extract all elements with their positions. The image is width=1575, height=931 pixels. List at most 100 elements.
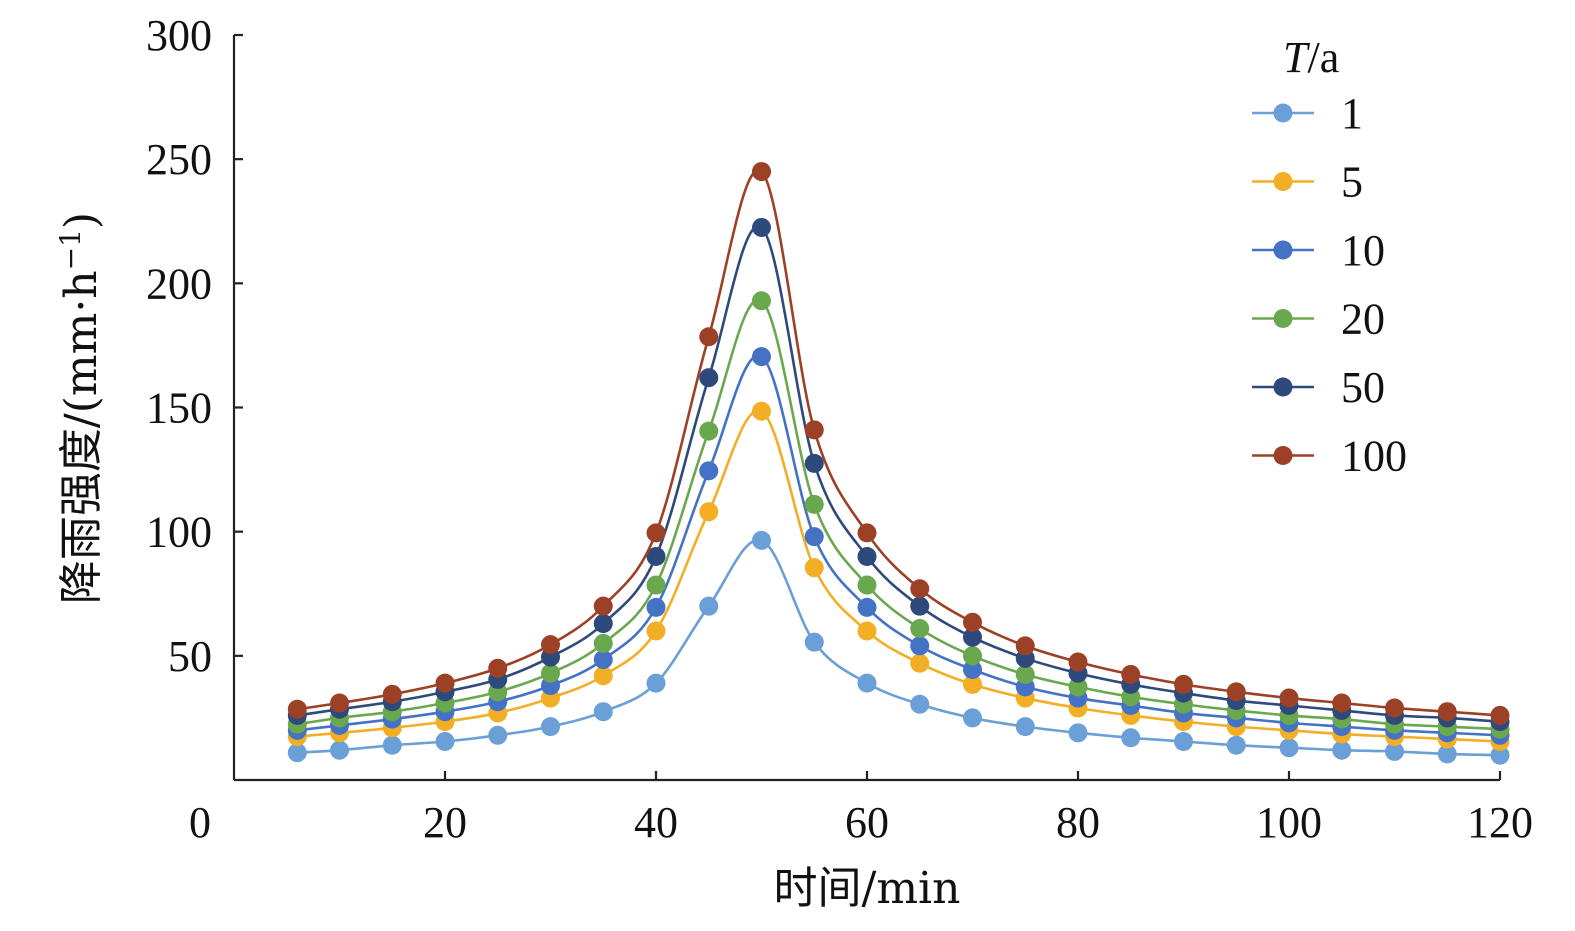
data-point (804, 632, 824, 652)
data-point (593, 614, 613, 634)
data-point (593, 650, 613, 670)
data-point (963, 646, 982, 666)
data-point (910, 636, 930, 656)
data-point (646, 523, 666, 543)
legend-item-1: 1 (1252, 89, 1363, 138)
data-point (1068, 723, 1088, 743)
series-layer (287, 162, 1510, 765)
data-point (382, 735, 402, 755)
series-1 (287, 530, 1510, 765)
series-50 (287, 217, 1510, 732)
data-point (1437, 744, 1457, 764)
x-tick-label: 80 (1056, 798, 1100, 847)
data-point (593, 596, 613, 616)
data-point (646, 575, 666, 595)
data-point (857, 597, 877, 617)
data-point (752, 530, 771, 550)
data-point (804, 558, 824, 578)
series-line (297, 168, 1501, 717)
y-axis-title-main: 降雨强度/(mm·h (56, 270, 107, 604)
data-point (1490, 745, 1510, 765)
data-point (1279, 738, 1299, 758)
y-tick-label: 50 (168, 632, 212, 681)
series-line (297, 224, 1501, 723)
data-point (857, 673, 877, 693)
data-point (541, 663, 560, 683)
data-point (963, 659, 982, 679)
data-point (1279, 688, 1299, 708)
data-point (963, 708, 982, 728)
data-point (330, 693, 349, 713)
data-point (963, 627, 982, 647)
legend-item-50: 50 (1252, 363, 1385, 412)
legend-item-20: 20 (1252, 295, 1385, 344)
data-point (541, 717, 560, 737)
series-100 (287, 162, 1510, 725)
data-point (752, 217, 771, 237)
series-line (297, 538, 1501, 757)
x-tick-label: 60 (845, 798, 889, 847)
legend-label: 5 (1341, 158, 1363, 207)
data-point (1490, 705, 1510, 725)
data-point (646, 621, 666, 641)
y-axis-title: 降雨强度/(mm·h−1) (54, 212, 108, 604)
x-tick-label: 100 (1256, 798, 1322, 847)
data-point (752, 401, 771, 421)
data-point (910, 619, 930, 639)
data-point (541, 635, 560, 655)
axis-titles: 时间/min 降雨强度/(mm·h−1) (54, 212, 961, 914)
data-point (1015, 717, 1035, 737)
legend-label: 20 (1341, 295, 1385, 344)
data-point (963, 674, 982, 694)
data-point (804, 494, 824, 514)
x-tick-label: 20 (423, 798, 467, 847)
legend-label: 10 (1341, 226, 1385, 275)
y-tick-label: 250 (146, 135, 212, 184)
data-point (910, 694, 930, 714)
data-point (699, 368, 719, 388)
data-point (1015, 636, 1035, 656)
data-point (593, 666, 613, 686)
data-point (1226, 682, 1246, 702)
legend-title: T/a (1283, 33, 1339, 82)
data-point (488, 658, 508, 678)
data-point (1174, 674, 1193, 694)
series-20 (287, 291, 1510, 739)
data-point (382, 684, 402, 704)
data-point (593, 633, 613, 653)
x-tick-label: 0 (189, 798, 211, 847)
data-point (1068, 652, 1088, 672)
data-point (1121, 664, 1141, 684)
y-tick-label: 300 (146, 11, 212, 60)
legend-title-variable: T (1283, 33, 1311, 82)
legend-swatch-marker (1273, 240, 1293, 260)
data-point (857, 523, 877, 543)
data-point (435, 732, 455, 752)
legend-label: 1 (1341, 89, 1363, 138)
x-axis-title: 时间/min (774, 863, 961, 914)
legend-label: 50 (1341, 363, 1385, 412)
data-point (804, 420, 824, 440)
legend-item-10: 10 (1252, 226, 1385, 275)
data-point (857, 575, 877, 595)
data-point (646, 597, 666, 617)
data-point (1226, 735, 1246, 755)
data-point (646, 673, 666, 693)
data-point (593, 702, 613, 722)
y-tick-label: 100 (146, 508, 212, 557)
data-point (1174, 732, 1193, 752)
legend-swatch-marker (1273, 377, 1293, 397)
y-tick-label: 150 (146, 384, 212, 433)
series-line (297, 409, 1501, 743)
data-point (287, 699, 307, 719)
y-axis-title-close: ) (56, 212, 107, 229)
data-point (699, 421, 719, 441)
data-point (1068, 677, 1088, 697)
data-point (1121, 728, 1141, 748)
x-tick-label: 40 (634, 798, 678, 847)
data-point (287, 743, 307, 763)
legend-item-5: 5 (1252, 158, 1363, 207)
